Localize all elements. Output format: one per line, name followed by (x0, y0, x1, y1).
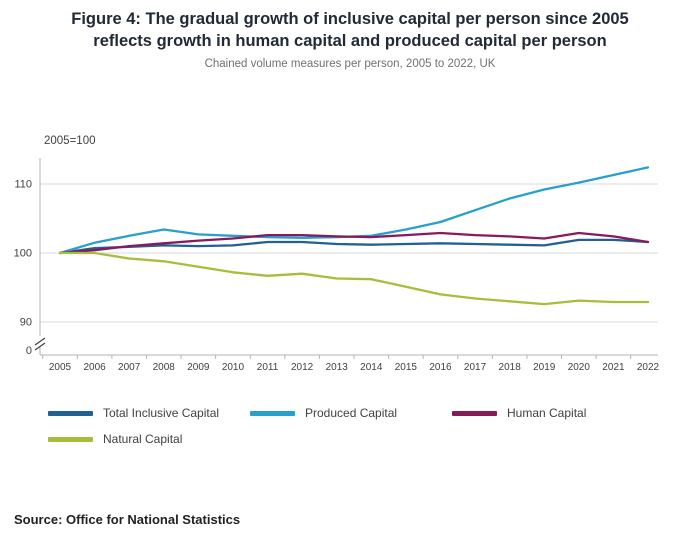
chart-title: Figure 4: The gradual growth of inclusiv… (0, 8, 700, 53)
x-tick-label: 2021 (602, 362, 625, 373)
y-axis-unit-label: 2005=100 (44, 135, 96, 147)
legend-line-swatch (48, 436, 93, 442)
y-tick-label: 110 (14, 179, 32, 191)
x-tick-label: 2018 (499, 362, 522, 373)
series-line-produced-capital (58, 166, 650, 255)
series-line-natural-capital (58, 251, 650, 306)
axis-break-icon (34, 342, 46, 351)
legend-item: Total Inclusive Capital (48, 406, 250, 420)
x-tick-label: 2022 (637, 362, 660, 373)
chart-subtitle: Chained volume measures per person, 2005… (204, 58, 496, 70)
x-tick-label: 2016 (429, 362, 452, 373)
x-tick-label: 2019 (533, 362, 556, 373)
y-tick-label: 100 (14, 248, 32, 260)
axis-break-icon (34, 337, 46, 346)
chart-title-line2: reflects growth in human capital and pro… (93, 32, 607, 51)
series-line-total-inclusive-capital (58, 238, 650, 255)
x-tick-label: 2015 (395, 362, 418, 373)
y-tick-label: 90 (20, 317, 32, 329)
legend: Total Inclusive Capital Produced Capital H… (48, 406, 678, 446)
legend-label: Human Capital (507, 406, 587, 420)
series-line-human-capital (58, 231, 650, 255)
legend-line-swatch (250, 410, 295, 416)
x-tick-label: 2020 (568, 362, 591, 373)
x-tick-label: 2014 (360, 362, 383, 373)
x-tick-label: 2009 (187, 362, 210, 373)
legend-line-swatch (452, 410, 497, 416)
legend-label: Produced Capital (305, 406, 398, 420)
x-tick-label: 2012 (291, 362, 314, 373)
legend-label: Total Inclusive Capital (103, 406, 220, 420)
legend-label: Natural Capital (103, 432, 183, 446)
x-tick-label: 2007 (118, 362, 141, 373)
x-tick-label: 2008 (153, 362, 176, 373)
x-tick-label: 2011 (257, 362, 279, 373)
line-chart: 0 90 100 110 2005 2006 2007 2008 2009 2010 2011 201… (14, 158, 660, 373)
source-text: Source: Office for National Statistics (14, 512, 241, 527)
x-tick-label: 2010 (222, 362, 245, 373)
chart-title-line1: Figure 4: The gradual growth of inclusiv… (71, 10, 629, 28)
legend-item: Human Capital (452, 406, 654, 420)
x-tick-label: 2013 (326, 362, 349, 373)
y-tick-label: 0 (26, 345, 32, 357)
x-tick-label: 2017 (464, 362, 487, 373)
legend-item: Natural Capital (48, 432, 250, 446)
x-tick-label: 2006 (83, 362, 106, 373)
legend-item: Produced Capital (250, 406, 452, 420)
legend-line-swatch (48, 410, 93, 416)
x-tick-label: 2005 (49, 362, 72, 373)
